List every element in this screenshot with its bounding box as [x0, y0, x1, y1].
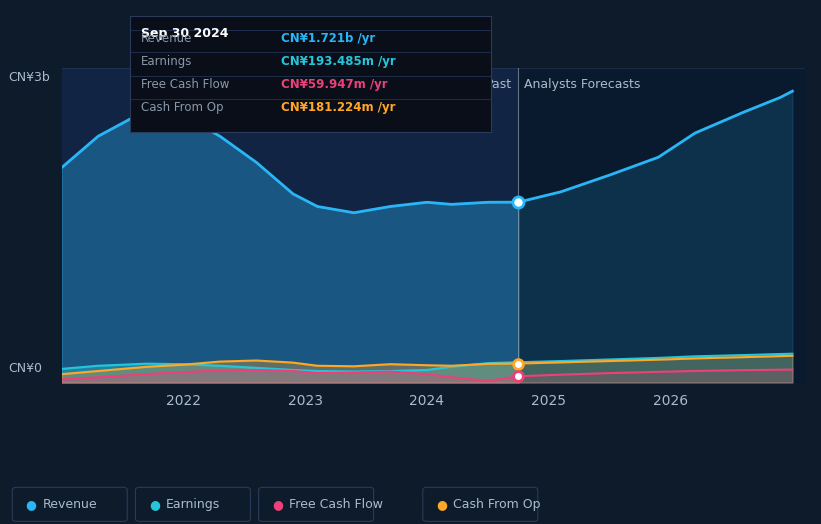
Text: Revenue: Revenue [140, 32, 192, 46]
Text: ●: ● [149, 498, 160, 511]
Text: CN¥1.721b /yr: CN¥1.721b /yr [282, 32, 376, 46]
Text: Revenue: Revenue [43, 498, 98, 511]
Text: Cash From Op: Cash From Op [453, 498, 541, 511]
Text: CN¥0: CN¥0 [8, 362, 42, 375]
Text: Earnings: Earnings [140, 54, 192, 68]
Bar [62, 68, 518, 383]
Text: ●: ● [25, 498, 37, 511]
Text: CN¥3b: CN¥3b [8, 71, 50, 84]
Text: Analysts Forecasts: Analysts Forecasts [525, 78, 641, 91]
Text: CN¥193.485m /yr: CN¥193.485m /yr [282, 54, 397, 68]
Text: Sep 30 2024: Sep 30 2024 [140, 27, 228, 40]
Text: Free Cash Flow: Free Cash Flow [140, 78, 229, 91]
Bar [518, 68, 805, 383]
Text: Free Cash Flow: Free Cash Flow [289, 498, 383, 511]
Text: Earnings: Earnings [166, 498, 220, 511]
Text: Cash From Op: Cash From Op [140, 101, 223, 114]
Text: ●: ● [272, 498, 283, 511]
Text: CN¥59.947m /yr: CN¥59.947m /yr [282, 78, 388, 91]
Text: CN¥181.224m /yr: CN¥181.224m /yr [282, 101, 396, 114]
Text: Past: Past [486, 78, 512, 91]
Text: ●: ● [436, 498, 447, 511]
